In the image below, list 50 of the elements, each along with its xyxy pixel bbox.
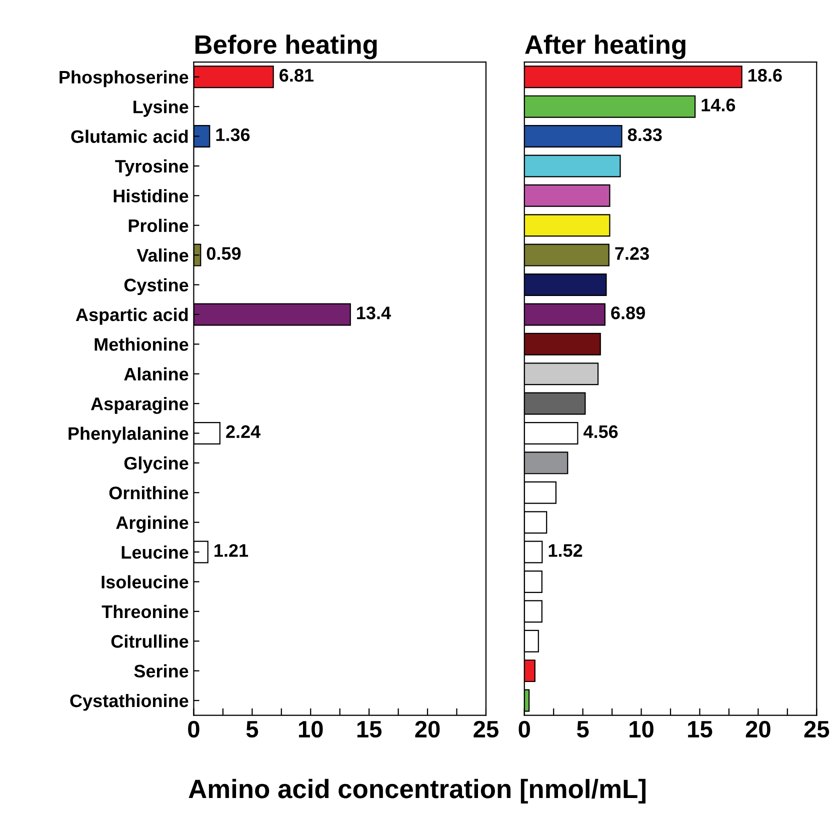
- y-tick-label: Glutamic acid: [71, 130, 188, 143]
- y-tick-label: Phenylalanine: [68, 426, 188, 444]
- y-tick-label: Ornithine: [109, 486, 188, 500]
- data-label: 6.81: [280, 68, 314, 82]
- x-tick-label: 15: [357, 721, 382, 738]
- data-label: 6.89: [611, 306, 645, 320]
- y-tick-label: Aspartic acid: [76, 308, 188, 325]
- y-tick-label: Valine: [136, 248, 188, 262]
- x-tick-label: 10: [298, 720, 323, 738]
- x-tick-label: 10: [630, 720, 654, 738]
- y-tick-label: Histidine: [114, 189, 188, 202]
- y-tick-label: Proline: [128, 218, 188, 232]
- y-tick-label: Tyrosine: [115, 159, 188, 176]
- y-tick-label: Asparagine: [90, 396, 188, 414]
- x-tick-label: 20: [415, 720, 440, 738]
- data-label: 2.24: [226, 425, 261, 438]
- x-tick-label: 25: [474, 720, 498, 738]
- data-label: 4.56: [584, 425, 618, 438]
- data-label: 13.4: [357, 306, 391, 320]
- y-tick-label: Leucine: [122, 545, 188, 559]
- data-label: 8.33: [628, 128, 662, 142]
- data-label: 1.52: [548, 544, 582, 557]
- y-tick-label: Phosphoserine: [60, 70, 188, 88]
- data-label: 0.59: [206, 247, 241, 260]
- x-tick-label: 0: [518, 720, 530, 738]
- y-tick-label: Lysine: [134, 100, 188, 117]
- x-tick-label: 5: [576, 721, 589, 738]
- y-tick-label: Arginine: [116, 516, 188, 533]
- chart-title: Before heating: [195, 34, 377, 60]
- y-tick-label: Cystine: [124, 278, 188, 296]
- data-label: 18.6: [748, 68, 782, 82]
- y-tick-label: Glycine: [124, 456, 188, 474]
- x-tick-label: 20: [746, 720, 770, 738]
- y-tick-label: Isoleucine: [102, 575, 188, 588]
- data-label: 7.23: [615, 247, 649, 260]
- y-tick-label: Methionine: [94, 338, 188, 351]
- x-tick-label: 25: [804, 720, 830, 738]
- x-tick-label: 5: [246, 721, 258, 738]
- data-label: 1.36: [216, 128, 250, 142]
- data-label: 1.21: [214, 544, 248, 557]
- data-label: 14.6: [702, 98, 736, 112]
- y-tick-label: Citrulline: [111, 634, 188, 648]
- x-tick-label: 0: [188, 720, 200, 738]
- x-tick-label: 15: [688, 721, 712, 738]
- y-tick-label: Serine: [134, 664, 188, 678]
- y-tick-label: Alanine: [124, 367, 188, 381]
- x-axis-title: Amino acid concentration [nmol/mL]: [188, 778, 646, 804]
- y-tick-label: Cystathionine: [70, 694, 188, 711]
- chart-title: After heating: [525, 34, 686, 60]
- y-tick-label: Threonine: [102, 604, 188, 618]
